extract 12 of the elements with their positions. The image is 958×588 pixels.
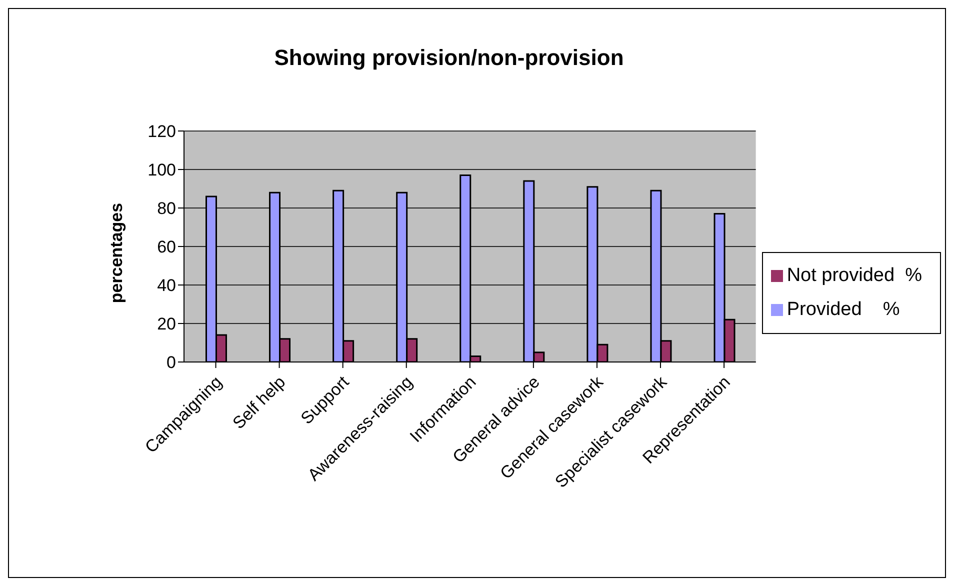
chart-title: Showing provision/non-provision xyxy=(273,45,625,71)
y-tick-label: 60 xyxy=(157,238,176,257)
y-tick-label: 20 xyxy=(157,314,176,334)
legend-label: Provided % xyxy=(786,299,900,320)
y-tick-label: 80 xyxy=(157,199,176,218)
legend-label: Not provided % xyxy=(786,265,922,286)
y-axis-title: percentages xyxy=(107,202,127,304)
y-tick-label: 120 xyxy=(148,122,176,142)
x-tick-label: Self help xyxy=(228,372,290,433)
y-tick-label: 40 xyxy=(157,276,176,296)
y-tick-label: 0 xyxy=(166,353,176,372)
y-tick-label: 100 xyxy=(148,160,176,180)
